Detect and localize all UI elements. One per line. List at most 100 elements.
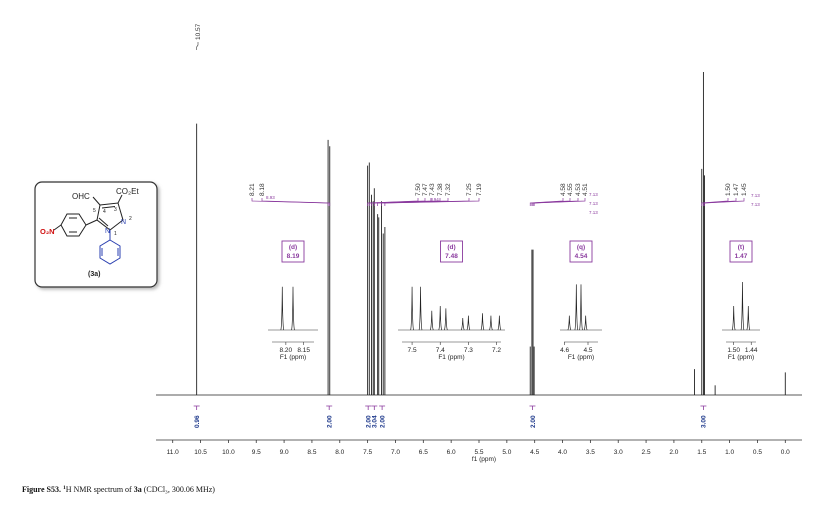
compound-label: (3a) <box>88 271 100 278</box>
peak-label: 7.50 <box>415 183 422 196</box>
inset-peak <box>418 286 423 331</box>
peak-label: 1.45 <box>741 183 748 196</box>
peak-label: 8.21 <box>249 183 256 196</box>
x-tick-label: 7.0 <box>391 449 400 456</box>
locant: 3 <box>114 207 117 213</box>
integral-value: 2.00 <box>530 415 537 428</box>
peak-label: 4.51 <box>582 183 589 196</box>
integral-mark <box>326 405 333 410</box>
caption: Figure S53. 1H NMR spectrum of 3a (CDCl₃… <box>22 485 215 494</box>
integral-value: 2.00 <box>379 415 386 428</box>
peak-label-connector <box>261 198 331 206</box>
multiplet-shift: 8.19 <box>287 253 300 260</box>
x-tick-label: 0.5 <box>753 449 762 456</box>
locant: 5 <box>93 208 96 214</box>
inset-tick-label: 7.3 <box>464 347 473 354</box>
caption-compound: 3a <box>134 485 142 494</box>
structure-box: OHC CO₂Et O₂N N N 4 3 5 1 2 (3a) <box>34 181 158 288</box>
caption-nucleus: 1 <box>63 485 66 491</box>
inset-tick-label: 7.2 <box>492 347 501 354</box>
x-tick-label: 1.0 <box>725 449 734 456</box>
integral-mark <box>529 405 536 410</box>
phenyl-ring <box>99 230 121 265</box>
peak-label: 4.55 <box>567 183 574 196</box>
coupling-constant: 7.13 <box>589 201 598 206</box>
x-tick-label: 11.0 <box>167 449 180 456</box>
integral-mark <box>700 405 707 410</box>
inset-peak <box>460 317 465 331</box>
caption-conditions: (CDCl₃, 300.06 MHz) <box>142 485 216 494</box>
multiplet-type: (q) <box>577 244 585 251</box>
integral-value: 2.00 <box>365 415 372 428</box>
multiplet-type: (d) <box>289 244 297 251</box>
peak-label-connector <box>533 198 586 206</box>
peak-label: 8.18 <box>259 183 266 196</box>
x-tick-label: 7.5 <box>363 449 372 456</box>
inset-peak <box>410 286 414 331</box>
x-tick-label: 4.5 <box>530 449 539 456</box>
x-tick-label: 6.0 <box>447 449 456 456</box>
peak-label: 10.57 <box>195 23 202 40</box>
x-tick-label: 6.5 <box>419 449 428 456</box>
x-tick-label: 9.0 <box>280 449 289 456</box>
x-tick-label: 2.0 <box>669 449 678 456</box>
peak-label: 7.25 <box>466 183 473 196</box>
x-tick-label: 3.0 <box>614 449 623 456</box>
inset-axis-label: F1 (ppm) <box>280 354 306 361</box>
peak-label: 7.43 <box>429 183 436 196</box>
coupling-constant: 7.13 <box>589 210 598 215</box>
inset-axis-label: F1 (ppm) <box>728 354 754 361</box>
multiplet-shift: 1.47 <box>735 253 748 260</box>
inset-peak <box>429 310 434 331</box>
inset-peak <box>746 305 751 331</box>
inset-axis-label: F1 (ppm) <box>568 354 594 361</box>
x-tick-label: 5.0 <box>502 449 511 456</box>
x-tick-label: 9.5 <box>252 449 261 456</box>
inset-tick-label: 7.5 <box>408 347 417 354</box>
inset-peak <box>567 315 572 331</box>
substituent-label: O₂N <box>40 227 55 236</box>
x-tick-label: 1.5 <box>697 449 706 456</box>
multiplet-shift: 4.54 <box>575 253 588 260</box>
multiplet-shift: 7.48 <box>445 253 458 260</box>
inset-tick-label: 7.4 <box>436 347 445 354</box>
inset-tick-label: 8.20 <box>280 347 293 354</box>
inset-peak <box>291 286 295 331</box>
inset-tick-label: 1.44 <box>745 347 758 354</box>
integral-value: 0.96 <box>194 415 201 428</box>
inset-peak <box>731 305 736 331</box>
x-axis-label: f1 (ppm) <box>472 456 496 463</box>
substituent-label: CO₂Et <box>116 187 139 196</box>
x-tick-label: 10.0 <box>222 449 235 456</box>
peak-label: 7.19 <box>476 183 483 196</box>
coupling-constant: 7.13 <box>751 193 760 198</box>
integral-value: 3.04 <box>372 415 379 428</box>
multiplet-box <box>569 240 593 263</box>
peak-label-connector <box>196 42 199 50</box>
integral-value: 3.00 <box>701 415 708 428</box>
inset-peak <box>480 313 485 331</box>
x-tick-label: 8.5 <box>307 449 316 456</box>
x-tick-label: 4.0 <box>558 449 567 456</box>
multiplet-box <box>440 240 463 263</box>
coupling-constant: 7.13 <box>751 202 760 207</box>
multiplet-type: (d) <box>447 244 455 251</box>
inset-peak <box>497 315 502 331</box>
substituent-label: OHC <box>72 192 90 201</box>
inset-tick-label: 4.5 <box>583 347 592 354</box>
multiplet-box <box>281 240 305 263</box>
integral-mark <box>193 405 200 410</box>
integral-mark <box>365 405 372 410</box>
peak-label: 4.53 <box>575 183 582 196</box>
peak-label: 7.47 <box>422 183 429 196</box>
x-tick-label: 8.0 <box>335 449 344 456</box>
inset-peak <box>280 286 285 331</box>
peak-label: 1.47 <box>733 183 740 196</box>
peak-label-connector <box>704 198 745 206</box>
multiplet-type: (t) <box>738 244 745 251</box>
inset-peak <box>489 315 493 331</box>
atom-label: N <box>121 219 126 226</box>
integral-mark <box>371 405 378 410</box>
molecule-bonds <box>53 194 124 237</box>
